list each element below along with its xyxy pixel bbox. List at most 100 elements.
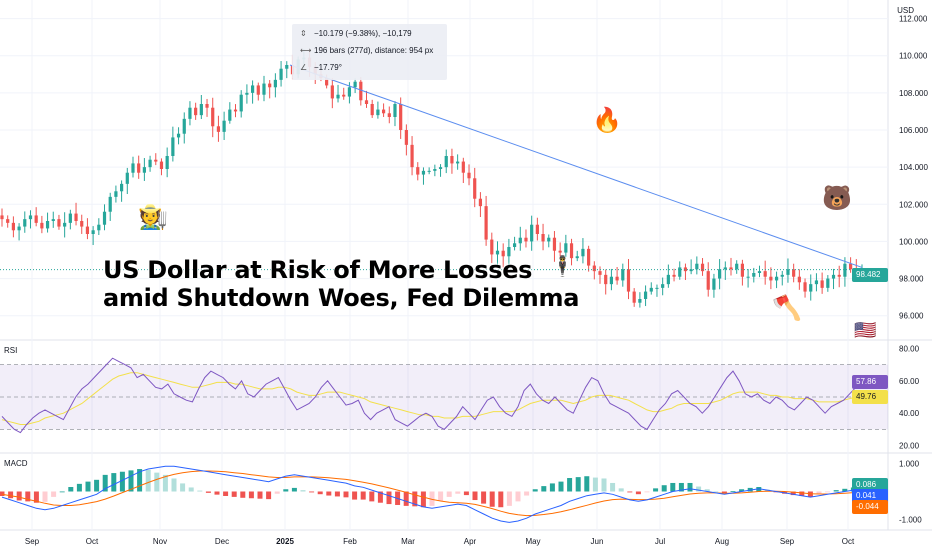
macd-tick-label: 1.000: [899, 459, 920, 468]
candle-body: [649, 287, 653, 292]
candle: [416, 162, 420, 181]
candle: [450, 148, 454, 174]
candle-body: [695, 263, 699, 270]
candle: [541, 223, 545, 251]
rsi-tick-label: 40.00: [899, 409, 920, 418]
candle-body: [216, 126, 221, 132]
macd-histogram-bar: [713, 491, 719, 493]
candle-body: [718, 269, 722, 279]
candle-body: [814, 280, 819, 285]
candle: [370, 99, 374, 118]
macd-label: MACD: [4, 459, 28, 468]
candle: [51, 211, 55, 228]
x-tick-label: Aug: [715, 537, 729, 546]
candle: [621, 263, 625, 287]
candle: [490, 232, 494, 264]
macd-histogram-bar: [704, 489, 710, 492]
macd-histogram-bar: [412, 491, 418, 507]
candle-body: [399, 104, 403, 130]
rsi-line: [1, 357, 863, 434]
candle: [142, 158, 146, 181]
candle: [831, 268, 836, 290]
y-tick-label: 96.000: [899, 312, 924, 321]
macd-histogram-bar: [248, 491, 254, 499]
candle: [478, 192, 483, 218]
candle: [757, 265, 762, 278]
candle: [547, 234, 551, 248]
candle: [826, 275, 830, 292]
y-tick-label: 112.000: [899, 15, 928, 24]
candle-body: [809, 284, 813, 292]
macd-histogram-bar: [119, 471, 125, 492]
candle-body: [592, 265, 596, 272]
candle: [6, 215, 10, 228]
macd-histogram-bar: [360, 491, 366, 500]
macd-histogram-bar: [102, 474, 108, 492]
businessman-icon: 🕴️: [550, 254, 575, 278]
macd-histogram-bar: [446, 491, 452, 497]
candle: [683, 263, 688, 281]
candle-body: [353, 81, 357, 88]
candle: [689, 259, 693, 275]
macd-histogram-bar: [739, 489, 745, 492]
macd-histogram-bar: [670, 482, 676, 492]
candle-body: [80, 221, 84, 227]
price-pane[interactable]: [0, 48, 888, 308]
candle: [723, 261, 727, 280]
macd-histogram-bar: [214, 491, 220, 495]
candle: [729, 257, 733, 276]
rsi-pane[interactable]: [0, 357, 888, 434]
macd-histogram-bar: [610, 482, 616, 492]
candle: [176, 127, 181, 145]
candle: [535, 217, 539, 241]
candle-body: [45, 221, 50, 229]
candle: [678, 261, 682, 280]
candle-body: [205, 104, 209, 108]
candle-body: [558, 250, 562, 253]
candle: [211, 97, 215, 138]
candle-body: [518, 237, 522, 244]
candle-body: [188, 107, 192, 119]
macd-histogram-bar: [489, 491, 495, 507]
candle: [524, 229, 528, 248]
candle: [427, 167, 431, 175]
candle-body: [643, 291, 648, 299]
candle: [763, 260, 767, 285]
macd-histogram-bar: [455, 491, 461, 494]
macd-line: [1, 465, 863, 523]
macd-hist-badge: 0.086: [852, 478, 888, 492]
candle-body: [142, 167, 146, 173]
candle-body: [820, 280, 824, 288]
candle-body: [473, 178, 477, 199]
candle-body: [444, 156, 448, 168]
candle: [330, 78, 334, 109]
macd-histogram-bar: [334, 491, 340, 497]
candle: [484, 195, 488, 246]
macd-histogram-bar: [8, 491, 14, 499]
macd-histogram-bar: [730, 491, 736, 492]
candle-body: [433, 169, 437, 171]
farmer-icon: 🧑‍🌾: [138, 203, 168, 231]
candle: [23, 211, 27, 233]
macd-histogram-bar: [51, 491, 57, 497]
us-flag-icon: 🇺🇸: [854, 320, 877, 341]
candle-body: [256, 85, 260, 95]
candle-body: [376, 109, 380, 116]
macd-pane[interactable]: [0, 465, 865, 523]
candle-body: [621, 269, 625, 281]
macd-histogram-bar: [240, 491, 246, 498]
macd-histogram-bar: [33, 491, 39, 503]
candle-body: [273, 79, 277, 88]
candle: [63, 212, 67, 238]
candle: [598, 266, 602, 284]
y-tick-label: 98.000: [899, 275, 924, 284]
candle-body: [285, 65, 289, 69]
y-tick-label: 100.000: [899, 237, 928, 246]
candle-body: [137, 163, 141, 173]
candle: [108, 192, 112, 221]
candle: [137, 155, 141, 179]
candle: [638, 292, 642, 308]
candle-body: [51, 219, 55, 221]
candle: [165, 147, 169, 178]
